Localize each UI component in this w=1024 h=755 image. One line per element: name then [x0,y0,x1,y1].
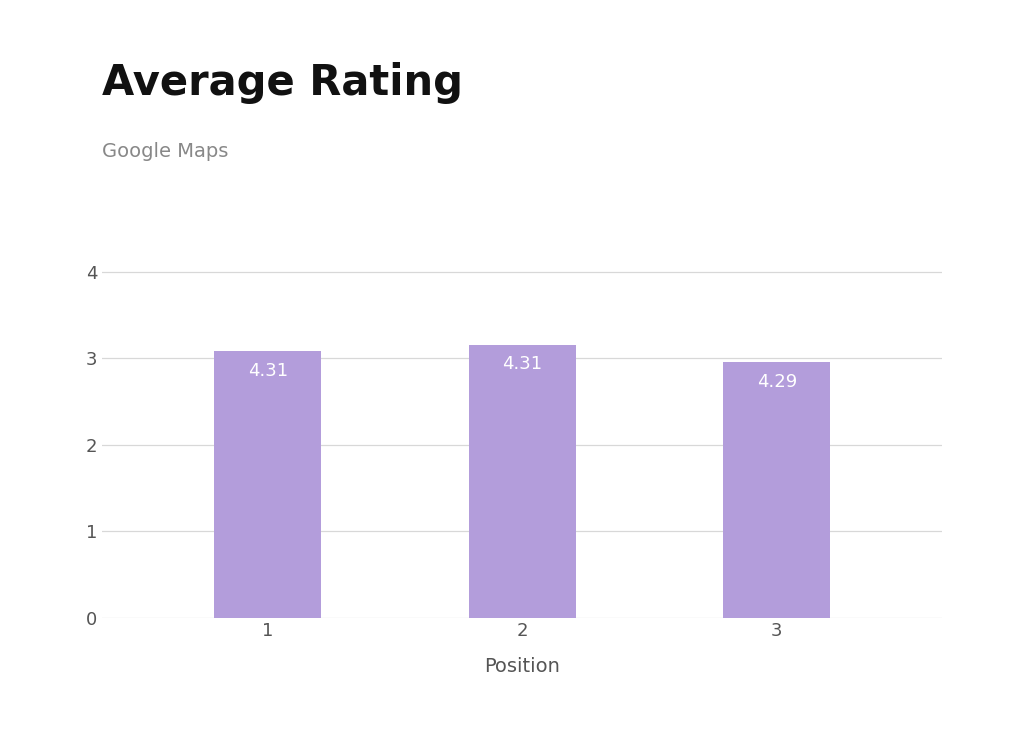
Text: Google Maps: Google Maps [102,142,228,161]
Text: SEMRUSH: SEMRUSH [906,715,998,733]
Bar [214,351,322,618]
Text: 4.29: 4.29 [757,373,797,391]
Text: Average Rating: Average Rating [102,62,464,104]
Bar [469,345,575,618]
X-axis label: Position: Position [484,657,560,676]
Text: 4.31: 4.31 [502,356,543,374]
Text: 4.31: 4.31 [248,362,288,380]
Bar [723,362,830,618]
Text: semrush.com: semrush.com [26,716,125,732]
